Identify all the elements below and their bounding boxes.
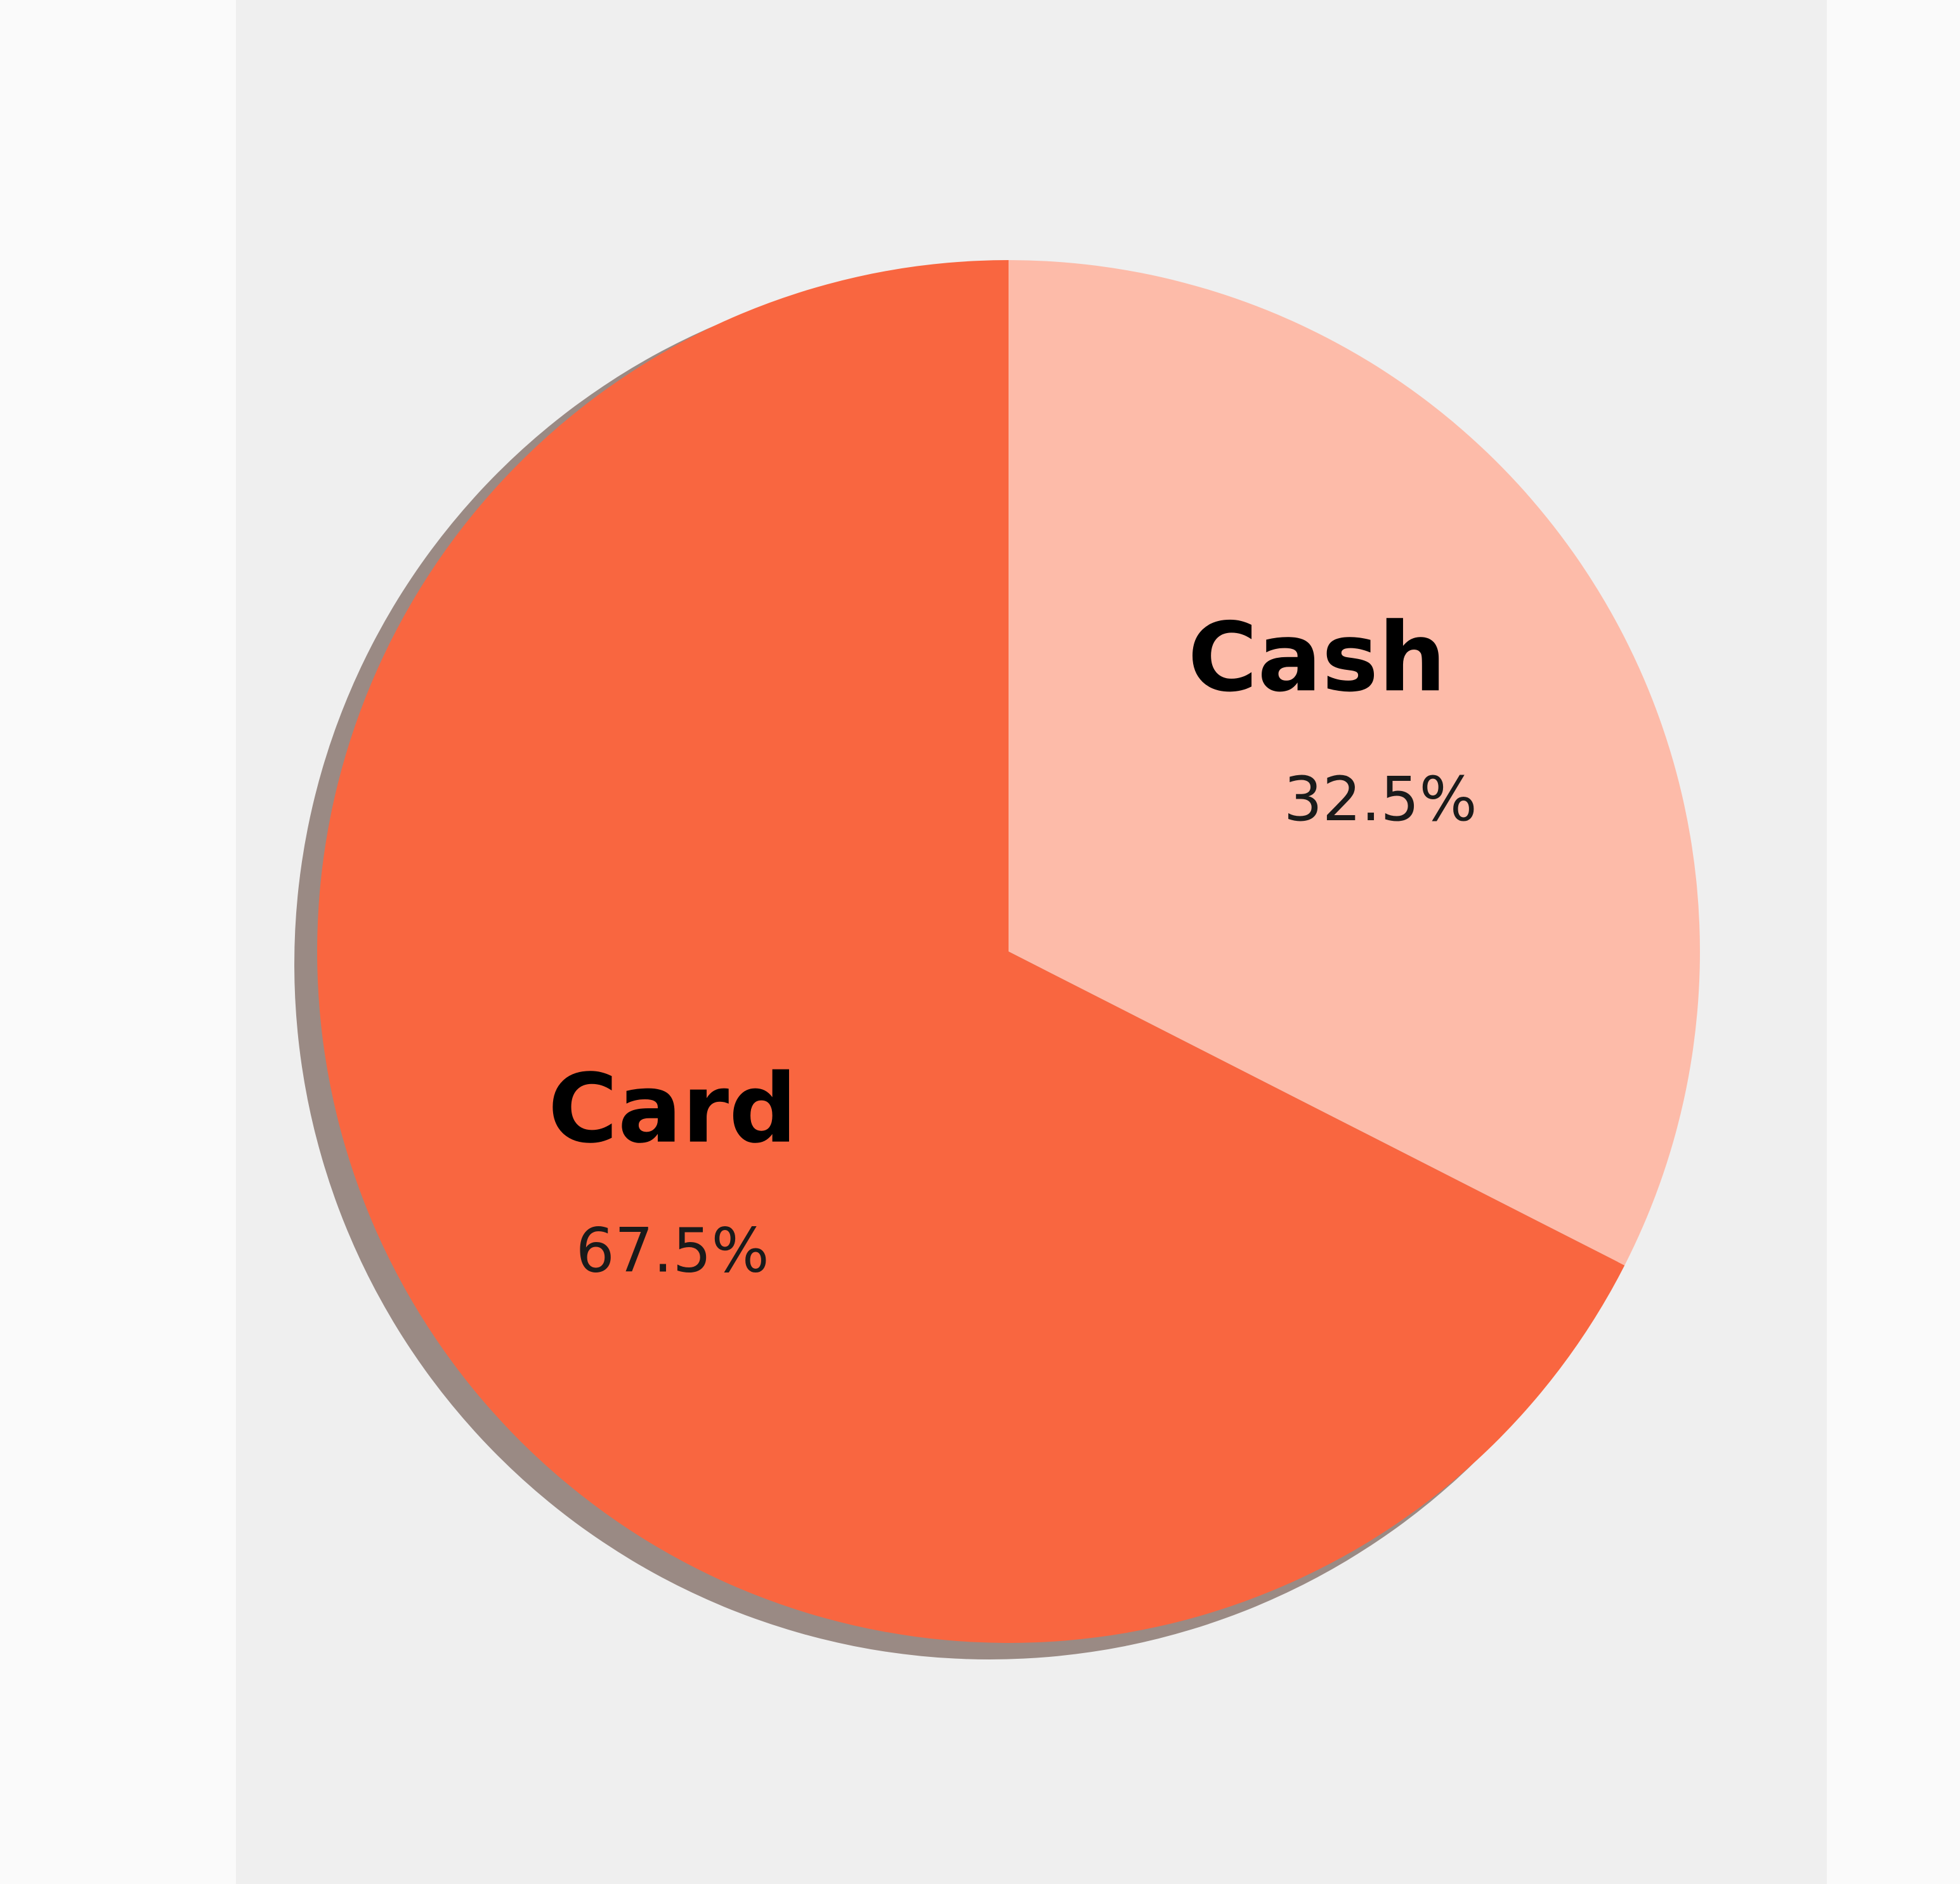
slice-label-cash: Cash <box>1188 603 1446 713</box>
pie-slice-cash <box>1009 260 1701 1266</box>
pie-labels-group: Cash 32.5% Card 67.5% <box>548 603 1477 1286</box>
pie-slice-card <box>317 260 1625 1643</box>
pie-slices-group <box>317 260 1701 1643</box>
slice-label-card: Card <box>548 1054 797 1165</box>
slice-value-cash: 32.5% <box>1284 764 1477 835</box>
slice-value-card: 67.5% <box>576 1215 769 1286</box>
